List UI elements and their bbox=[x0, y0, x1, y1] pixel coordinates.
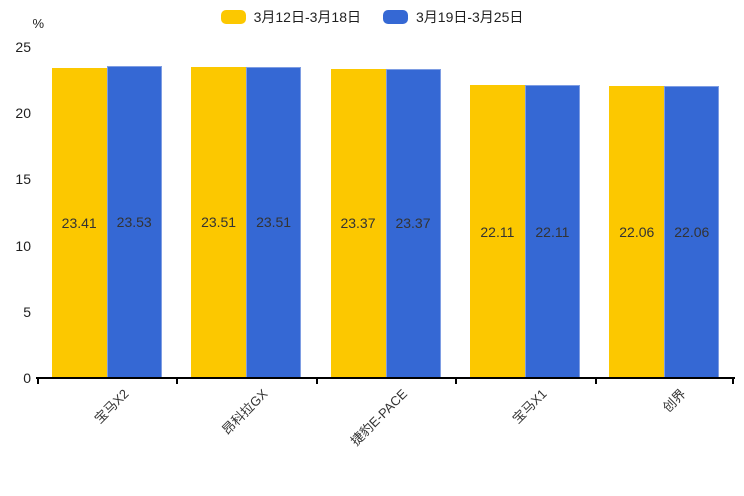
x-axis-tick-mark bbox=[455, 379, 458, 384]
bar[interactable]: 22.11 bbox=[524, 85, 580, 378]
bar-value-label: 22.06 bbox=[674, 223, 710, 240]
bar-value-label: 23.51 bbox=[256, 214, 292, 231]
bar[interactable]: 23.37 bbox=[330, 68, 386, 378]
y-tick-label: 10 bbox=[15, 237, 31, 254]
plot-area: 23.41 23.53 23.51 23.51 23.37 23.37 22.11 22.11… bbox=[37, 47, 734, 378]
bar-value-label: 22.06 bbox=[619, 223, 655, 240]
bar[interactable]: 23.53 bbox=[106, 66, 162, 378]
bar[interactable]: 23.41 bbox=[51, 68, 107, 378]
bar[interactable]: 22.06 bbox=[664, 85, 720, 378]
x-axis-tick-mark bbox=[594, 379, 597, 384]
y-tick-label: 5 bbox=[23, 303, 31, 320]
legend-item[interactable]: 3月12日-3月18日 bbox=[220, 7, 361, 27]
x-axis-tick-mark bbox=[732, 379, 734, 384]
bar-value-label: 23.51 bbox=[201, 214, 237, 231]
bar-value-label: 23.37 bbox=[340, 215, 376, 232]
x-axis-tick-mark bbox=[315, 379, 318, 384]
bar[interactable]: 22.06 bbox=[609, 85, 665, 378]
bar-value-label: 23.53 bbox=[116, 214, 152, 231]
x-category-label: 昂科拉GX bbox=[219, 386, 271, 438]
legend-item-label: 3月19日-3月25日 bbox=[416, 9, 524, 25]
bar[interactable]: 23.37 bbox=[385, 68, 441, 378]
x-category-label: 创界 bbox=[660, 386, 690, 416]
bar[interactable]: 23.51 bbox=[191, 66, 247, 378]
y-tick-label: 0 bbox=[23, 370, 31, 386]
x-category-label: 宝马X1 bbox=[509, 386, 550, 427]
x-axis-line bbox=[36, 377, 735, 379]
bar[interactable]: 23.51 bbox=[246, 66, 302, 378]
y-tick-label: 20 bbox=[15, 105, 31, 122]
legend-swatch-icon bbox=[383, 10, 408, 24]
legend: 3月12日-3月18日 3月19日-3月25日 bbox=[0, 7, 744, 27]
x-axis-tick-mark bbox=[37, 379, 39, 384]
bar-value-label: 23.41 bbox=[61, 215, 97, 232]
bar-value-label: 22.11 bbox=[480, 223, 515, 240]
legend-item[interactable]: 3月19日-3月25日 bbox=[383, 7, 523, 27]
bar-value-label: 22.11 bbox=[535, 223, 570, 240]
y-tick-label: 15 bbox=[15, 171, 31, 188]
y-tick-label: 25 bbox=[15, 39, 31, 55]
x-category-label: 宝马X2 bbox=[91, 386, 132, 427]
bar-value-label: 23.37 bbox=[395, 215, 431, 232]
x-category-label: 捷豹E-PACE bbox=[347, 386, 411, 449]
legend-item-label: 3月12日-3月18日 bbox=[253, 9, 361, 25]
y-axis-unit-label: % bbox=[32, 16, 44, 31]
bar[interactable]: 22.11 bbox=[469, 85, 525, 378]
legend-swatch-icon bbox=[220, 10, 246, 24]
x-axis-tick-mark bbox=[176, 379, 179, 384]
